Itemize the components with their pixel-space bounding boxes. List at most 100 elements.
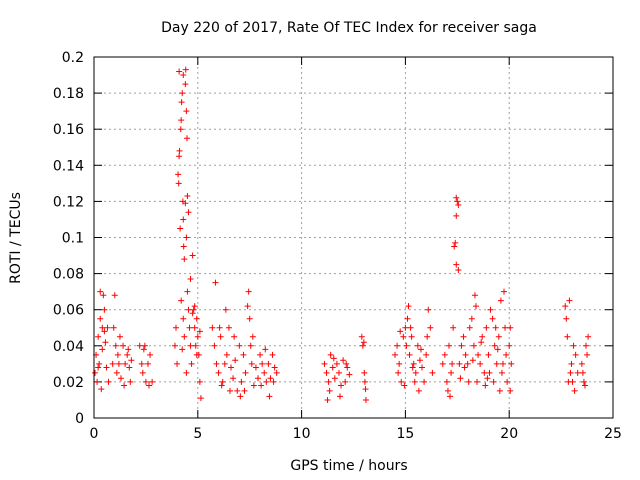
data-point	[183, 234, 190, 241]
y-tick-label: 0	[75, 411, 84, 427]
data-point	[429, 369, 436, 376]
data-point	[261, 369, 268, 376]
data-point	[222, 306, 229, 313]
data-point	[182, 66, 189, 73]
data-point	[188, 360, 195, 367]
data-point	[99, 346, 106, 353]
data-point	[242, 369, 249, 376]
data-point	[211, 342, 218, 349]
y-tick-label: 0.06	[53, 303, 84, 319]
data-point	[231, 333, 238, 340]
data-point	[181, 333, 188, 340]
data-point	[178, 297, 185, 304]
data-point	[185, 209, 192, 216]
data-point	[327, 351, 334, 358]
data-point	[492, 324, 499, 331]
data-point	[259, 360, 266, 367]
data-point	[483, 324, 490, 331]
data-point	[346, 371, 353, 378]
data-point	[570, 342, 577, 349]
data-point	[95, 333, 102, 340]
data-point	[507, 387, 514, 394]
data-point	[466, 324, 473, 331]
data-point	[176, 68, 183, 75]
y-tick-label: 0.2	[62, 50, 84, 66]
y-tick-label: 0.08	[53, 267, 84, 283]
data-point	[209, 324, 216, 331]
data-point	[568, 360, 575, 367]
data-point	[566, 297, 573, 304]
data-point	[216, 324, 223, 331]
data-point	[105, 378, 112, 385]
data-point	[178, 99, 185, 106]
data-point	[487, 306, 494, 313]
y-tick-label: 0.04	[53, 339, 84, 355]
data-point	[171, 342, 178, 349]
data-point	[498, 369, 505, 376]
data-point	[507, 324, 514, 331]
data-point	[474, 378, 481, 385]
axis-ticks: 0 0.02 0.04 0.06 0.08 0.1 0.12 0.14 0.16 0.18 0.2 0…	[53, 50, 622, 442]
data-point	[324, 396, 331, 403]
data-point	[362, 396, 369, 403]
data-point	[451, 243, 458, 250]
data-point	[189, 310, 196, 317]
data-point	[110, 324, 117, 331]
data-point	[177, 126, 184, 133]
data-point	[102, 339, 109, 346]
data-point	[94, 378, 101, 385]
data-point	[114, 351, 121, 358]
data-point	[265, 360, 272, 367]
data-point	[344, 364, 351, 371]
data-point	[360, 339, 367, 346]
data-point	[448, 369, 455, 376]
data-point	[138, 360, 145, 367]
data-point	[574, 369, 581, 376]
data-point	[455, 202, 462, 209]
data-point	[453, 261, 460, 268]
data-point	[212, 279, 219, 286]
data-point	[240, 351, 247, 358]
data-point	[244, 303, 251, 310]
data-point	[469, 357, 476, 364]
y-axis-label: ROTI / TECUs	[8, 192, 24, 284]
data-point	[230, 375, 237, 382]
data-point	[193, 351, 200, 358]
data-point	[484, 375, 491, 382]
y-tick-label: 0.12	[53, 194, 84, 210]
data-point	[452, 239, 459, 246]
data-point	[397, 328, 404, 335]
data-point	[116, 333, 123, 340]
data-point	[181, 256, 188, 263]
data-point	[175, 180, 182, 187]
data-point	[453, 212, 460, 219]
data-point	[228, 364, 235, 371]
data-point	[99, 324, 106, 331]
data-point	[241, 387, 248, 394]
data-point	[187, 276, 194, 283]
data-point	[249, 333, 256, 340]
data-point	[465, 378, 472, 385]
data-point	[226, 387, 233, 394]
data-point	[180, 216, 187, 223]
data-point	[395, 369, 402, 376]
data-point	[225, 324, 232, 331]
data-point	[409, 364, 416, 371]
data-point	[109, 360, 116, 367]
data-point	[562, 303, 569, 310]
data-point	[490, 378, 497, 385]
data-point	[417, 346, 424, 353]
data-point	[497, 297, 504, 304]
data-point	[245, 288, 252, 295]
data-point	[358, 333, 365, 340]
data-point	[482, 382, 489, 389]
data-point	[392, 351, 399, 358]
data-point	[461, 364, 468, 371]
x-tick-label: 15	[396, 426, 414, 442]
data-point	[425, 306, 432, 313]
x-tick-label: 20	[500, 426, 518, 442]
data-point	[321, 360, 328, 367]
data-point	[581, 382, 588, 389]
data-point	[122, 360, 129, 367]
